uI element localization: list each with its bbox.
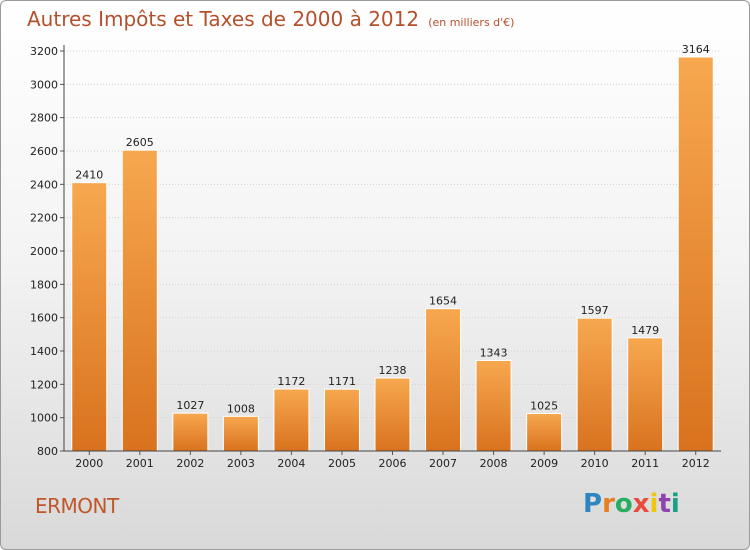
data-label: 1008 [227, 402, 255, 415]
x-tick-label: 2010 [581, 457, 609, 470]
logo-letter: i [670, 489, 680, 519]
x-tick-label: 2009 [530, 457, 558, 470]
x-tick-label: 2012 [682, 457, 710, 470]
y-tick-label: 2400 [30, 178, 58, 191]
chart-unit: (en milliers d'€) [428, 16, 515, 29]
data-label: 1343 [480, 347, 508, 360]
x-tick-label: 2011 [631, 457, 659, 470]
bar-2005 [323, 388, 360, 452]
x-tick-label: 2008 [480, 457, 508, 470]
x-tick-label: 2005 [328, 457, 356, 470]
axes: 800 1000 1200 1400 1600 1800 2000 2200 2400 2600 2… [30, 45, 721, 470]
data-label: 1479 [631, 324, 659, 337]
y-tick-label: 1200 [30, 378, 58, 391]
y-tick-label: 3000 [30, 78, 58, 91]
bar-2002 [172, 412, 209, 452]
logo-letter: t [658, 489, 671, 519]
bar-2003 [222, 415, 259, 452]
data-label: 1597 [581, 304, 609, 317]
y-tick-label: 3200 [30, 45, 58, 58]
data-label: 1172 [277, 375, 305, 388]
logo-letter: x [632, 489, 650, 519]
y-tick-label: 2800 [30, 112, 58, 125]
bar-2006 [374, 377, 411, 452]
logo-letter: r [602, 489, 615, 519]
logo-letter: P [583, 489, 603, 519]
bar-2011 [627, 337, 664, 452]
data-label: 2410 [75, 169, 103, 182]
logo-letter: i [649, 489, 659, 519]
y-tick-label: 2600 [30, 145, 58, 158]
y-tick-label: 1600 [30, 312, 58, 325]
x-tick-label: 2002 [176, 457, 204, 470]
bar-2004 [273, 388, 310, 452]
bar-2001 [121, 149, 158, 452]
data-label: 1654 [429, 295, 457, 308]
data-label: 3164 [682, 43, 710, 56]
data-label: 1171 [328, 375, 356, 388]
bar-2000 [71, 182, 108, 452]
x-tick-label: 2000 [75, 457, 103, 470]
y-tick-label: 1800 [30, 278, 58, 291]
y-tick-label: 2000 [30, 245, 58, 258]
data-label: 2605 [126, 136, 154, 149]
bars: 2410 2605 1027 1008 1172 1171 1238 1654 1343 1025… [71, 43, 714, 452]
data-label: 1238 [379, 364, 407, 377]
commune-name: ERMONT [35, 494, 119, 518]
x-tick-label: 2004 [277, 457, 305, 470]
data-label: 1027 [176, 399, 204, 412]
y-tick-label: 2200 [30, 212, 58, 225]
bar-2008 [475, 360, 512, 452]
x-tick-label: 2007 [429, 457, 457, 470]
chart-title-block: Autres Impôts et Taxes de 2000 à 2012 (e… [27, 7, 514, 31]
bar-2009 [526, 413, 563, 452]
y-tick-label: 1000 [30, 412, 58, 425]
y-tick-label: 800 [37, 445, 58, 458]
bar-2007 [425, 308, 462, 452]
logo-letter: o [614, 489, 633, 519]
x-tick-label: 2001 [126, 457, 154, 470]
bar-2010 [576, 317, 613, 452]
x-tick-label: 2006 [379, 457, 407, 470]
bar-2012 [677, 56, 714, 452]
proxiti-logo[interactable]: Proxiti [583, 489, 680, 519]
chart-title: Autres Impôts et Taxes de 2000 à 2012 [27, 7, 420, 31]
y-tick-label: 1400 [30, 345, 58, 358]
x-tick-label: 2003 [227, 457, 255, 470]
data-label: 1025 [530, 400, 558, 413]
